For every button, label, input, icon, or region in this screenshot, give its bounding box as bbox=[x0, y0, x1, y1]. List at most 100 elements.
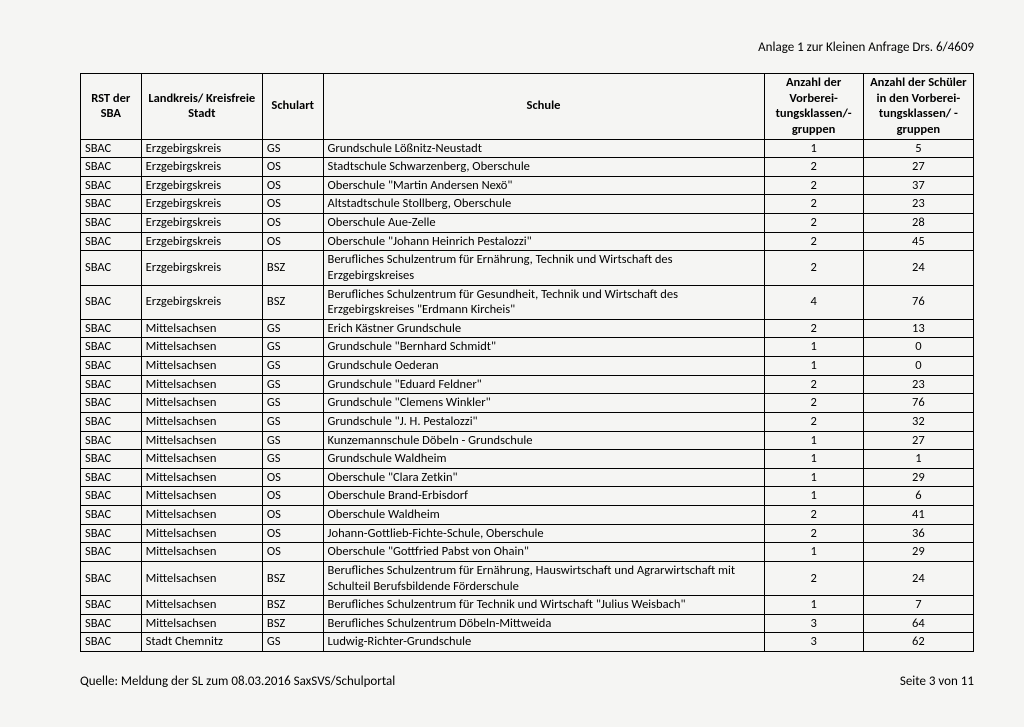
table-cell: SBAC bbox=[81, 633, 142, 652]
table-cell: Oberschule "Martin Andersen Nexö" bbox=[323, 176, 764, 195]
table-cell: Mittelsachsen bbox=[141, 357, 262, 376]
table-cell: Grundschule "Eduard Feldner" bbox=[323, 375, 764, 394]
table-cell: 1 bbox=[764, 431, 863, 450]
table-cell: Mittelsachsen bbox=[141, 319, 262, 338]
table-cell: 23 bbox=[863, 375, 973, 394]
table-cell: Johann-Gottlieb-Fichte-Schule, Oberschul… bbox=[323, 524, 764, 543]
table-cell: Mittelsachsen bbox=[141, 543, 262, 562]
table-cell: 0 bbox=[863, 357, 973, 376]
table-header-row: RST der SBA Landkreis/ Kreisfreie Stadt … bbox=[81, 74, 974, 140]
table-cell: Erzgebirgskreis bbox=[141, 251, 262, 285]
table-cell: Berufliches Schulzentrum für Ernährung, … bbox=[323, 561, 764, 595]
table-cell: Mittelsachsen bbox=[141, 468, 262, 487]
table-cell: 6 bbox=[863, 487, 973, 506]
table-cell: OS bbox=[262, 506, 323, 525]
table-row: SBACMittelsachsenOSJohann-Gottlieb-Ficht… bbox=[81, 524, 974, 543]
table-cell: 29 bbox=[863, 543, 973, 562]
table-cell: 37 bbox=[863, 176, 973, 195]
table-cell: Mittelsachsen bbox=[141, 375, 262, 394]
table-row: SBACMittelsachsenGSErich Kästner Grundsc… bbox=[81, 319, 974, 338]
table-cell: SBAC bbox=[81, 431, 142, 450]
table-cell: SBAC bbox=[81, 195, 142, 214]
table-cell: Mittelsachsen bbox=[141, 394, 262, 413]
table-cell: SBAC bbox=[81, 394, 142, 413]
table-cell: GS bbox=[262, 319, 323, 338]
table-row: SBACMittelsachsenOSOberschule Waldheim24… bbox=[81, 506, 974, 525]
table-cell: OS bbox=[262, 487, 323, 506]
table-row: SBACMittelsachsenBSZBerufliches Schulzen… bbox=[81, 596, 974, 615]
table-cell: SBAC bbox=[81, 614, 142, 633]
table-cell: Oberschule Waldheim bbox=[323, 506, 764, 525]
table-cell: Mittelsachsen bbox=[141, 506, 262, 525]
table-cell: 2 bbox=[764, 232, 863, 251]
table-cell: 1 bbox=[764, 338, 863, 357]
table-cell: 28 bbox=[863, 214, 973, 233]
table-cell: 2 bbox=[764, 506, 863, 525]
col-rst: RST der SBA bbox=[81, 74, 142, 140]
col-anzahl-schueler: Anzahl der Schüler in den Vorberei-tungs… bbox=[863, 74, 973, 140]
table-cell: Altstadtschule Stollberg, Oberschule bbox=[323, 195, 764, 214]
table-cell: Grundschule "Clemens Winkler" bbox=[323, 394, 764, 413]
table-cell: OS bbox=[262, 176, 323, 195]
table-cell: Oberschule "Gottfried Pabst von Ohain" bbox=[323, 543, 764, 562]
table-cell: Oberschule Brand-Erbisdorf bbox=[323, 487, 764, 506]
table-cell: 27 bbox=[863, 431, 973, 450]
table-cell: 1 bbox=[764, 357, 863, 376]
table-cell: 1 bbox=[863, 450, 973, 469]
table-cell: 2 bbox=[764, 195, 863, 214]
table-cell: Mittelsachsen bbox=[141, 338, 262, 357]
col-landkreis: Landkreis/ Kreisfreie Stadt bbox=[141, 74, 262, 140]
table-row: SBACErzgebirgskreisOSAltstadtschule Stol… bbox=[81, 195, 974, 214]
table-cell: Grundschule "Bernhard Schmidt" bbox=[323, 338, 764, 357]
footer-source: Quelle: Meldung der SL zum 08.03.2016 Sa… bbox=[80, 674, 395, 689]
col-schule: Schule bbox=[323, 74, 764, 140]
table-cell: SBAC bbox=[81, 214, 142, 233]
table-cell: GS bbox=[262, 633, 323, 652]
table-cell: SBAC bbox=[81, 338, 142, 357]
table-cell: 41 bbox=[863, 506, 973, 525]
table-row: SBACMittelsachsenOSOberschule "Gottfried… bbox=[81, 543, 974, 562]
table-cell: SBAC bbox=[81, 232, 142, 251]
table-cell: Erzgebirgskreis bbox=[141, 232, 262, 251]
table-cell: 2 bbox=[764, 158, 863, 177]
table-cell: SBAC bbox=[81, 468, 142, 487]
table-cell: 2 bbox=[764, 375, 863, 394]
table-cell: SBAC bbox=[81, 596, 142, 615]
table-cell: Oberschule Aue-Zelle bbox=[323, 214, 764, 233]
table-cell: OS bbox=[262, 232, 323, 251]
table-cell: Kunzemannschule Döbeln - Grundschule bbox=[323, 431, 764, 450]
table-cell: 1 bbox=[764, 450, 863, 469]
table-cell: 3 bbox=[764, 633, 863, 652]
table-cell: 5 bbox=[863, 139, 973, 158]
table-cell: OS bbox=[262, 195, 323, 214]
table-cell: 76 bbox=[863, 285, 973, 319]
table-cell: Berufliches Schulzentrum für Technik und… bbox=[323, 596, 764, 615]
table-cell: 2 bbox=[764, 561, 863, 595]
table-cell: Mittelsachsen bbox=[141, 524, 262, 543]
table-cell: Oberschule "Johann Heinrich Pestalozzi" bbox=[323, 232, 764, 251]
table-cell: 2 bbox=[764, 524, 863, 543]
table-row: SBACMittelsachsenOSOberschule Brand-Erbi… bbox=[81, 487, 974, 506]
table-cell: Erzgebirgskreis bbox=[141, 158, 262, 177]
table-cell: Mittelsachsen bbox=[141, 487, 262, 506]
table-row: SBACStadt ChemnitzGSLudwig-Richter-Grund… bbox=[81, 633, 974, 652]
table-cell: 1 bbox=[764, 139, 863, 158]
table-row: SBACMittelsachsenGSGrundschule Waldheim1… bbox=[81, 450, 974, 469]
table-cell: Grundschule Waldheim bbox=[323, 450, 764, 469]
table-cell: BSZ bbox=[262, 614, 323, 633]
table-cell: Erzgebirgskreis bbox=[141, 285, 262, 319]
table-row: SBACErzgebirgskreisOSOberschule "Martin … bbox=[81, 176, 974, 195]
table-cell: Mittelsachsen bbox=[141, 450, 262, 469]
table-cell: Stadt Chemnitz bbox=[141, 633, 262, 652]
table-cell: Berufliches Schulzentrum Döbeln-Mittweid… bbox=[323, 614, 764, 633]
table-cell: Erich Kästner Grundschule bbox=[323, 319, 764, 338]
table-cell: SBAC bbox=[81, 487, 142, 506]
table-cell: GS bbox=[262, 338, 323, 357]
table-row: SBACMittelsachsenBSZBerufliches Schulzen… bbox=[81, 561, 974, 595]
table-cell: Erzgebirgskreis bbox=[141, 139, 262, 158]
table-cell: Mittelsachsen bbox=[141, 596, 262, 615]
table-cell: 27 bbox=[863, 158, 973, 177]
table-cell: Mittelsachsen bbox=[141, 561, 262, 595]
table-cell: Mittelsachsen bbox=[141, 431, 262, 450]
table-cell: BSZ bbox=[262, 596, 323, 615]
